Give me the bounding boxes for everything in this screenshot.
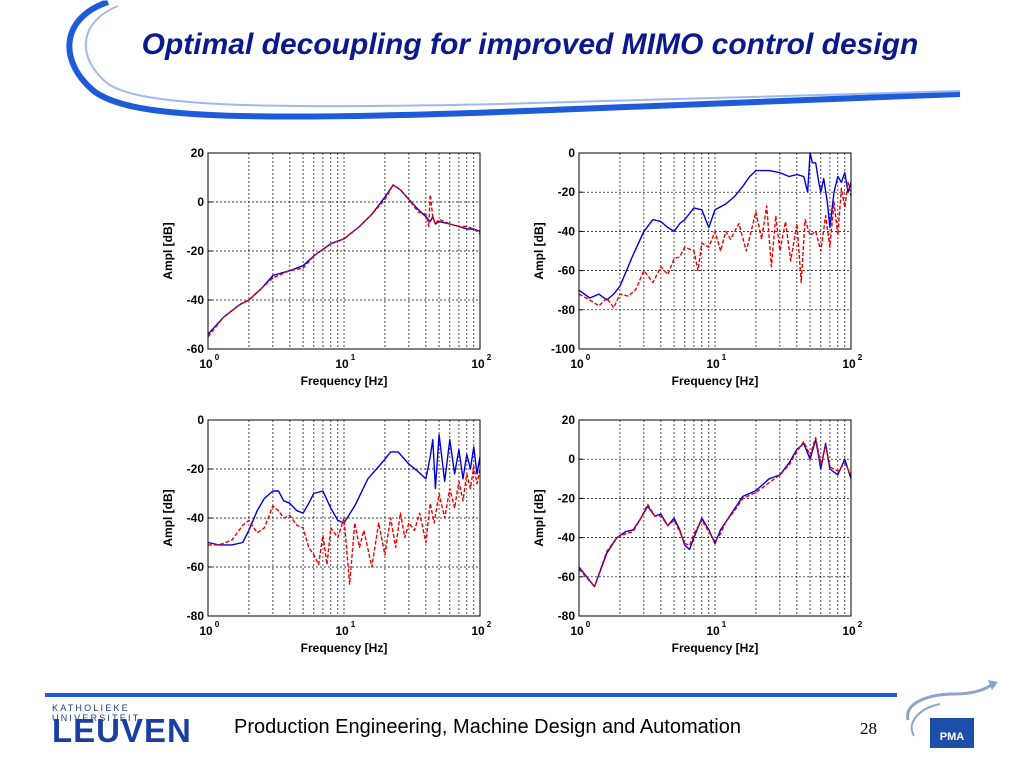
y-tick-label: -20: [558, 491, 576, 505]
page-number: 28: [860, 719, 877, 738]
y-tick-label: 0: [197, 413, 204, 427]
y-tick-label: -40: [187, 293, 205, 307]
x-tick-exponent: 1: [722, 620, 727, 629]
logo-leuven-text: LEUVEN: [52, 712, 192, 749]
series-line-blue: [207, 434, 481, 546]
x-tick-label: 10: [199, 357, 213, 371]
x-tick-exponent: 0: [215, 620, 220, 629]
series-line-red: [578, 436, 852, 588]
x-axis-label: Frequency [Hz]: [301, 641, 388, 655]
series-line-red: [578, 181, 852, 309]
series-line-red: [207, 184, 481, 338]
footer-divider: [45, 693, 897, 697]
pma-logo: PMA: [906, 680, 998, 748]
y-tick-label: -40: [558, 531, 576, 545]
y-tick-label: -80: [558, 609, 576, 623]
y-tick-label: -40: [558, 224, 576, 238]
y-tick-label: -60: [187, 342, 205, 356]
x-tick-exponent: 1: [722, 353, 727, 362]
y-tick-label: 20: [191, 146, 205, 160]
y-tick-label: -80: [558, 303, 576, 317]
axes-frame: [578, 419, 852, 617]
chart-top-left: -60 -40 -20 0 20 10 0 10 1 10 2 Frequency [Hz] Ampl …: [150, 140, 500, 405]
y-tick-label: 0: [568, 146, 575, 160]
x-tick-label: 10: [706, 357, 720, 371]
x-tick-label: 10: [842, 357, 856, 371]
x-tick-exponent: 0: [215, 353, 220, 362]
y-axis-label: Ampl [dB]: [532, 222, 546, 279]
y-tick-label: 0: [568, 452, 575, 466]
y-tick-label: -20: [187, 462, 205, 476]
x-tick-exponent: 2: [487, 620, 492, 629]
x-tick-exponent: 2: [858, 353, 863, 362]
x-axis-label: Frequency [Hz]: [672, 641, 759, 655]
x-tick-label: 10: [335, 357, 349, 371]
y-tick-label: -20: [187, 244, 205, 258]
x-axis-label: Frequency [Hz]: [301, 374, 388, 388]
header-swoosh: [66, 0, 1024, 120]
y-axis-label: Ampl [dB]: [161, 489, 175, 546]
x-tick-exponent: 2: [487, 353, 492, 362]
x-tick-exponent: 0: [586, 353, 591, 362]
x-tick-label: 10: [570, 624, 584, 638]
x-tick-exponent: 2: [858, 620, 863, 629]
x-tick-label: 10: [199, 624, 213, 638]
y-axis-label: Ampl [dB]: [532, 489, 546, 546]
y-tick-label: -60: [558, 570, 576, 584]
chart-bottom-left: -80 -60 -40 -20 0 10 0 10 1 10 2 Frequency [Hz] Ampl…: [150, 407, 500, 672]
y-tick-label: -60: [558, 264, 576, 278]
x-tick-label: 10: [471, 624, 485, 638]
series-line-red: [208, 465, 481, 585]
axes-frame: [578, 152, 852, 350]
ku-leuven-logo: KATHOLIEKE UNIVERSITEIT LEUVEN: [52, 703, 222, 751]
y-tick-label: -100: [551, 342, 575, 356]
y-tick-label: 0: [197, 195, 204, 209]
x-tick-exponent: 0: [586, 620, 591, 629]
x-tick-label: 10: [570, 357, 584, 371]
pma-badge-text: PMA: [940, 731, 965, 743]
x-tick-label: 10: [706, 624, 720, 638]
x-tick-label: 10: [471, 357, 485, 371]
y-tick-label: 20: [562, 413, 576, 427]
x-tick-label: 10: [335, 624, 349, 638]
logo-university-text: KATHOLIEKE UNIVERSITEIT: [52, 703, 141, 723]
y-tick-label: -60: [187, 560, 205, 574]
x-tick-label: 10: [842, 624, 856, 638]
y-tick-label: -40: [187, 511, 205, 525]
page-title: Optimal decoupling for improved MIMO con…: [141, 28, 919, 61]
chart-top-right: -100 -80 -60 -40 -20 0 10 0 10 1 10 2 Frequency [Hz]…: [521, 140, 871, 405]
x-tick-exponent: 1: [351, 620, 356, 629]
y-tick-label: -20: [558, 185, 576, 199]
x-axis-label: Frequency [Hz]: [672, 374, 759, 388]
footer-department: Production Engineering, Machine Design a…: [234, 716, 741, 738]
chart-bottom-right: -80 -60 -40 -20 0 20 10 0 10 1 10 2 Frequency [Hz] Am…: [521, 407, 871, 672]
y-tick-label: -80: [187, 609, 205, 623]
x-tick-exponent: 1: [351, 353, 356, 362]
series-line-blue: [578, 152, 852, 301]
y-axis-label: Ampl [dB]: [161, 222, 175, 279]
